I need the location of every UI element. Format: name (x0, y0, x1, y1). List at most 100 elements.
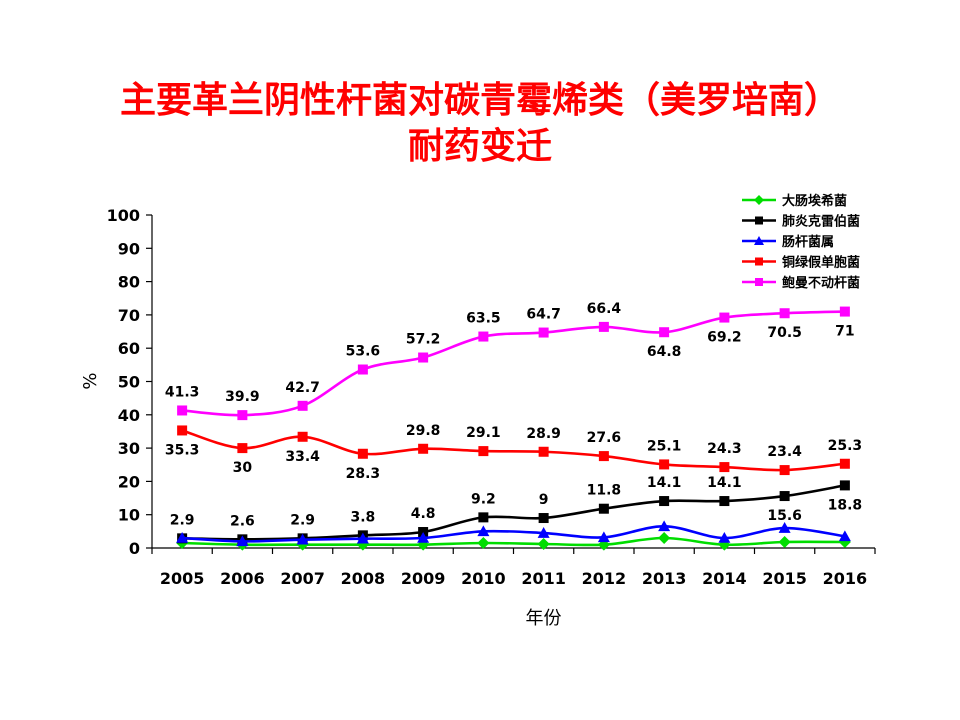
data-point (538, 327, 549, 338)
data-point (659, 496, 670, 507)
y-tick-label: 90 (118, 239, 140, 258)
series-3 (176, 520, 851, 547)
y-tick-label: 40 (118, 406, 140, 425)
legend-swatch-marker (754, 236, 764, 245)
series-4 (177, 425, 850, 476)
x-tick-label: 2009 (401, 569, 446, 588)
data-point (718, 532, 731, 543)
data-point (719, 462, 730, 473)
data-point (598, 503, 609, 514)
data-point (538, 513, 549, 524)
data-label: 64.8 (647, 344, 682, 360)
legend-swatch-marker (754, 195, 764, 205)
legend-swatch-marker (755, 278, 763, 286)
data-label: 57.2 (406, 332, 441, 348)
x-tick-label: 2010 (461, 569, 506, 588)
data-label: 71 (835, 324, 854, 340)
series-line (182, 310, 845, 417)
data-point (357, 364, 368, 375)
data-label: 11.8 (587, 483, 622, 499)
legend-swatch-marker (755, 216, 763, 225)
legend-item: 大肠埃希菌 (742, 193, 847, 209)
data-label: 25.1 (647, 438, 682, 454)
data-label: 18.8 (828, 497, 863, 513)
data-label: 14.1 (647, 475, 682, 491)
y-tick-label: 30 (118, 439, 140, 458)
data-label: 42.7 (285, 380, 320, 396)
legend-label: 铜绿假单胞菌 (781, 255, 860, 271)
y-tick-label: 70 (118, 306, 140, 325)
data-point (418, 352, 429, 363)
x-tick-label: 2007 (280, 569, 325, 588)
data-point (839, 458, 850, 469)
data-label: 35.3 (165, 442, 200, 458)
x-tick-label: 2011 (521, 569, 566, 588)
data-label: 53.6 (346, 344, 381, 360)
data-labels-layer: 2.9 2.6 2.9 3.8 4.8 9.2 9 11.8 14.1 14.1 15.6 18.8 3… (165, 301, 862, 529)
data-label: 14.1 (707, 475, 742, 491)
data-label: 29.8 (406, 423, 441, 439)
y-tick-label: 0 (129, 539, 140, 558)
x-tick-label: 2012 (582, 569, 627, 588)
data-label: 4.8 (411, 506, 436, 522)
data-point (236, 535, 249, 547)
data-point (478, 331, 489, 342)
data-point (537, 527, 550, 538)
data-point (598, 451, 609, 462)
data-point (538, 446, 549, 457)
x-tick-label: 2015 (762, 569, 807, 588)
y-tick-label: 20 (118, 472, 140, 491)
data-label: 66.4 (587, 301, 622, 317)
legend-item: 肺炎克雷伯菌 (742, 214, 860, 230)
data-label: 15.6 (767, 508, 802, 524)
data-point (477, 537, 490, 550)
data-point (237, 410, 248, 421)
series-5 (177, 306, 850, 421)
legend-label: 鲍曼不动杆菌 (782, 275, 860, 291)
data-point (658, 532, 671, 545)
data-label: 23.4 (767, 444, 802, 460)
x-axis-title: 年份 (526, 608, 562, 629)
y-tick-label: 60 (118, 339, 140, 358)
series-line (182, 484, 846, 541)
y-axis-title: % (80, 372, 101, 389)
data-point (356, 532, 369, 544)
data-point (297, 431, 308, 442)
y-tick-label: 80 (118, 273, 140, 292)
y-tick-label: 100 (107, 206, 140, 225)
x-tick-label: 2014 (702, 569, 747, 588)
data-label: 24.3 (707, 441, 742, 457)
data-point (779, 491, 790, 502)
data-point (719, 312, 730, 323)
data-point (537, 538, 550, 551)
data-point (177, 425, 188, 436)
data-point (778, 522, 791, 533)
y-tick-label: 10 (118, 506, 140, 525)
data-point (296, 533, 309, 545)
data-label: 39.9 (225, 389, 260, 405)
legend-item: 鲍曼不动杆菌 (742, 275, 860, 291)
legend-label: 肠杆菌属 (782, 234, 834, 250)
data-label: 41.3 (165, 384, 200, 400)
data-point (839, 306, 850, 317)
chart-title-line-2: 耐药变迁 (407, 126, 552, 167)
data-point (478, 512, 489, 523)
data-label: 64.7 (526, 307, 561, 323)
data-point (477, 525, 490, 537)
data-point (659, 327, 670, 338)
x-tick-label: 2006 (220, 569, 265, 588)
x-tick-label: 2013 (642, 569, 687, 588)
data-point (659, 459, 670, 470)
data-label: 2.6 (230, 513, 255, 529)
data-label: 9 (539, 492, 549, 508)
data-point (237, 443, 248, 454)
data-label: 33.4 (285, 449, 320, 465)
data-point (598, 321, 609, 332)
data-point (418, 443, 429, 454)
data-label: 69.2 (707, 330, 742, 346)
x-tick-label: 2005 (160, 569, 205, 588)
data-label: 28.9 (526, 426, 561, 442)
data-label: 27.6 (587, 430, 622, 446)
